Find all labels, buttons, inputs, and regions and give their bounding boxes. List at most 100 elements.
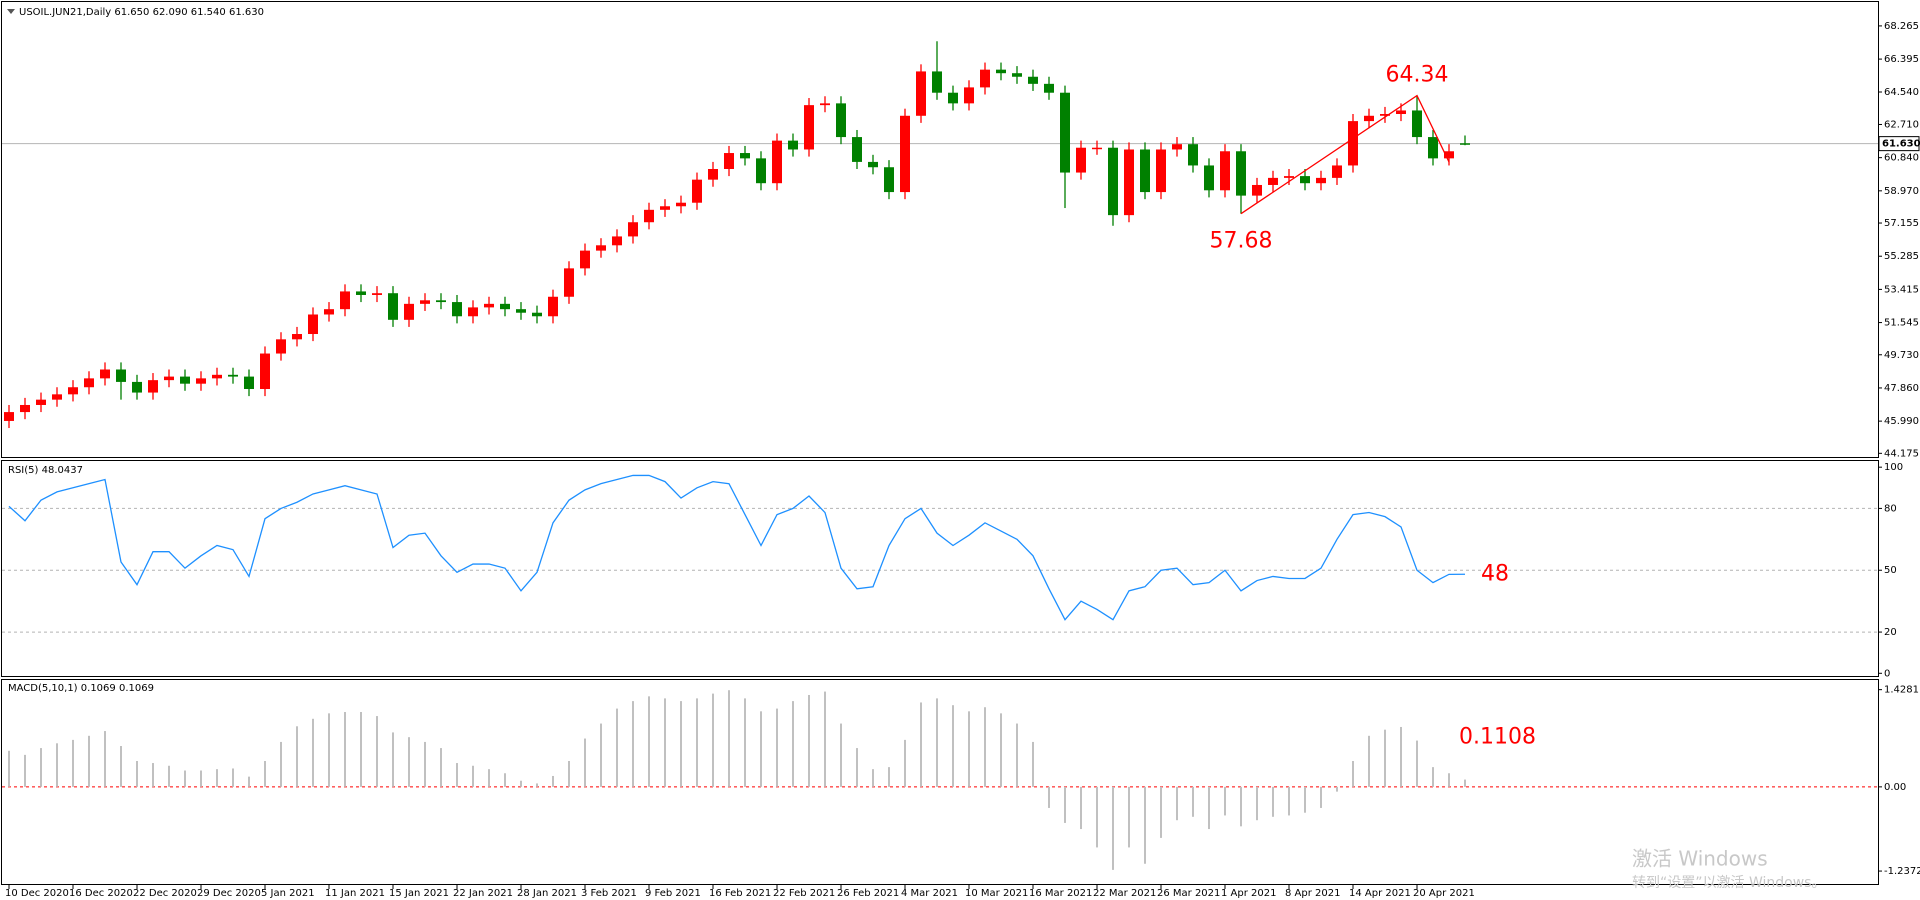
x-tick-label: 1 Apr 2021 [1221, 888, 1276, 899]
candle-body [596, 245, 606, 251]
y-tick-label: 0.00 [1884, 782, 1906, 793]
ohlc-high: 62.090 [153, 7, 188, 18]
x-tick-label: 16 Feb 2021 [709, 888, 771, 899]
candle-body [372, 293, 382, 295]
chart-header: USOIL.JUN21,Daily 61.650 62.090 61.540 6… [19, 7, 264, 18]
y-tick-label: 47.860 [1884, 383, 1919, 394]
ohlc-open: 61.650 [114, 7, 149, 18]
candle-body [916, 71, 926, 116]
y-tick-label: 20 [1884, 627, 1897, 638]
candle-body [1268, 177, 1278, 185]
x-tick-label: 22 Dec 2020 [133, 888, 197, 899]
candle-body [1284, 176, 1294, 178]
macd-end-label: 0.1108 [1459, 725, 1536, 750]
candle-body [484, 303, 494, 308]
x-tick-label: 22 Jan 2021 [453, 888, 513, 899]
candle-body [1092, 147, 1102, 150]
candle-body [996, 69, 1006, 74]
candle-body [52, 394, 62, 400]
candle-body [68, 387, 78, 395]
x-tick-label: 14 Apr 2021 [1349, 888, 1411, 899]
rsi-header: RSI(5) 48.0437 [8, 465, 83, 476]
candle-body [324, 309, 334, 315]
y-tick-label: 49.730 [1884, 350, 1919, 361]
y-tick-label: 44.175 [1884, 448, 1919, 459]
candle-body [644, 209, 654, 223]
y-tick-label: 51.545 [1884, 318, 1919, 329]
candle-body [276, 339, 286, 354]
candle-body [20, 404, 30, 413]
candle-body [500, 303, 510, 310]
candle-body [1204, 165, 1214, 191]
y-tick-label: 100 [1884, 462, 1903, 473]
rsi-line [8, 474, 1466, 621]
candle-body [1460, 143, 1470, 145]
candle-body [1236, 151, 1246, 196]
candle-body [132, 381, 142, 393]
candle-body [1076, 147, 1086, 173]
candle-body [1140, 149, 1150, 193]
candle-body [212, 374, 222, 379]
candle-body [1044, 83, 1054, 93]
x-tick-label: 22 Mar 2021 [1093, 888, 1156, 899]
candle-body [660, 206, 670, 210]
candle-body [308, 314, 318, 335]
candle-body [708, 169, 718, 180]
candle-body [548, 296, 558, 317]
candle-body [724, 153, 734, 170]
macd-panel-frame [1, 679, 1879, 885]
candle-body [564, 268, 574, 297]
candle-body [900, 115, 910, 193]
price-panel-frame [1, 1, 1879, 458]
ohlc-low: 61.540 [191, 7, 226, 18]
candle-body [180, 376, 190, 384]
candle-body [868, 161, 878, 168]
candle-body [1012, 73, 1022, 77]
y-tick-label: 68.265 [1884, 21, 1919, 32]
macd-title: MACD(5,10,1) [8, 683, 78, 694]
watermark-subtitle: 转到“设置”以激活 Windows。 [1632, 874, 1825, 891]
symbol: USOIL.JUN21,Daily [19, 7, 111, 18]
candle-body [1108, 147, 1118, 216]
candle-body [980, 69, 990, 88]
candle-body [436, 300, 446, 303]
candle-body [948, 92, 958, 104]
x-tick-label: 10 Dec 2020 [5, 888, 69, 899]
candle-body [580, 250, 590, 269]
x-tick-label: 3 Feb 2021 [581, 888, 637, 899]
y-tick-label: 1.4281 [1884, 685, 1919, 696]
candle-body [692, 179, 702, 203]
candle-body [1332, 165, 1342, 178]
y-tick-label: 80 [1884, 503, 1897, 514]
x-tick-label: 10 Mar 2021 [965, 888, 1028, 899]
price-label: 61.630 [1882, 139, 1920, 150]
candle-body [772, 140, 782, 184]
candle-body [4, 412, 14, 421]
y-tick-label: 53.415 [1884, 284, 1919, 295]
candle-body [1364, 115, 1374, 122]
x-tick-label: 8 Apr 2021 [1285, 888, 1340, 899]
candle-body [196, 378, 206, 384]
x-tick-label: 22 Feb 2021 [773, 888, 835, 899]
y-tick-label: 0 [1884, 668, 1890, 679]
candle-body [932, 71, 942, 93]
candle-body [84, 378, 94, 388]
candle-body [404, 303, 414, 320]
y-tick-label: 64.540 [1884, 87, 1919, 98]
candle-body [36, 399, 46, 405]
x-tick-label: 26 Mar 2021 [1157, 888, 1220, 899]
candle-body [628, 222, 638, 237]
candle-body [820, 103, 830, 106]
candle-body [532, 312, 542, 317]
candle-body [468, 307, 478, 317]
candle-body [260, 353, 270, 390]
x-tick-label: 15 Jan 2021 [389, 888, 449, 899]
macd-header: MACD(5,10,1) 0.1069 0.1069 [8, 683, 154, 694]
y-tick-label: 62.710 [1884, 119, 1919, 130]
y-tick-label: 57.155 [1884, 218, 1919, 229]
candle-body [852, 137, 862, 162]
candle-body [388, 293, 398, 320]
candle-body [356, 291, 366, 295]
candle-body [1412, 110, 1422, 138]
